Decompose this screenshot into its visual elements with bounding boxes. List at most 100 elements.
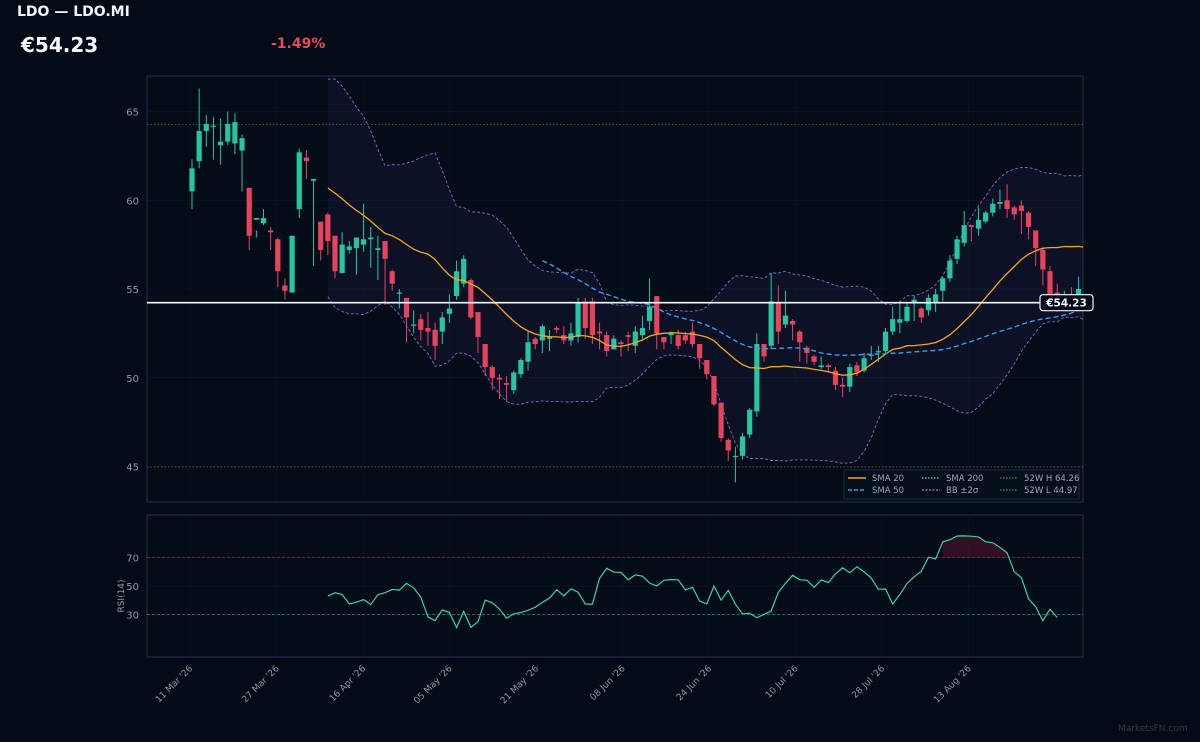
candle [325, 212, 331, 256]
last-price-tag [1039, 294, 1094, 312]
candle [790, 319, 796, 341]
candle [389, 269, 395, 291]
candle-body [925, 297, 932, 311]
candle [1018, 200, 1024, 234]
candle-body [546, 336, 553, 339]
candle-body [1011, 207, 1017, 215]
candle [196, 88, 202, 169]
candle-body [446, 308, 452, 314]
candle [346, 241, 352, 254]
candle [282, 278, 288, 300]
legend-label: SMA 50 [872, 486, 904, 496]
candle [525, 331, 531, 371]
candle-body [918, 308, 924, 318]
legend-item: SMA 20 [848, 474, 904, 484]
candle-body [418, 319, 424, 330]
candle [925, 294, 932, 316]
candle-body [897, 319, 903, 323]
candle-body [689, 331, 696, 345]
candle-body [840, 384, 846, 387]
ticker-title: LDO — LDO.MI [17, 4, 130, 20]
candle [668, 331, 674, 345]
candle [947, 255, 953, 282]
candle [754, 333, 760, 417]
candle-body [232, 122, 238, 144]
candle [210, 116, 217, 160]
candle [268, 226, 274, 250]
candle-body [875, 351, 881, 353]
candle-body [282, 285, 288, 291]
candle-body [303, 157, 309, 162]
date-tick-label: 05 May '26 [412, 664, 454, 706]
candle-body [847, 367, 853, 387]
candle-body [325, 214, 331, 242]
candle [840, 377, 846, 398]
candle [990, 198, 996, 217]
candle-body [618, 342, 624, 345]
candle-body [1025, 212, 1032, 227]
candle-body [596, 331, 603, 334]
candle-body [882, 331, 889, 352]
candle-body [268, 230, 274, 233]
candle-body [1033, 230, 1039, 249]
candle-body [825, 365, 831, 368]
candle-body [625, 335, 631, 337]
candle [625, 331, 631, 352]
candle [661, 336, 667, 350]
candle [511, 370, 517, 394]
candle [239, 134, 245, 192]
candle-body [911, 299, 917, 304]
candle [368, 226, 374, 268]
current-price: €54.23 [21, 33, 99, 57]
candle-body [761, 344, 767, 357]
price-tick-label: 50 [126, 374, 139, 385]
candle [968, 225, 974, 242]
candle-body [747, 409, 753, 435]
candle [225, 111, 231, 146]
price-tick-label: 65 [126, 108, 139, 119]
candle [518, 358, 524, 378]
legend-label: SMA 200 [946, 474, 983, 484]
candle-body [518, 360, 524, 375]
rsi-line [327, 535, 1058, 629]
candle [353, 237, 360, 275]
legend-label: 52W L 44.97 [1024, 486, 1078, 496]
candle-body [461, 258, 467, 284]
candle-body [511, 372, 517, 391]
candle-body [1040, 249, 1046, 270]
candle [711, 375, 717, 407]
candle-body [818, 365, 824, 368]
candle [275, 237, 281, 288]
candle [189, 159, 195, 210]
candle [997, 189, 1003, 210]
candle [882, 328, 889, 353]
candle-body [1018, 205, 1024, 211]
legend-item: SMA 200 [922, 474, 983, 484]
candle-body [718, 402, 724, 439]
candle-body [353, 237, 360, 249]
candle-body [289, 235, 295, 293]
candle [425, 312, 431, 346]
candle [582, 297, 588, 339]
candle [1011, 205, 1017, 220]
candle [911, 296, 917, 321]
candle [697, 344, 703, 369]
candle [403, 297, 410, 343]
candle-body [539, 326, 545, 341]
candle-body [475, 312, 481, 337]
date-tick-label: 08 Jun '26 [589, 664, 628, 703]
candle-body [332, 235, 338, 272]
candle-body [997, 202, 1003, 204]
candle [654, 296, 660, 350]
candle-body [968, 225, 974, 227]
candle-body [310, 178, 317, 181]
candle-body [647, 306, 653, 321]
candle [725, 438, 731, 462]
candle-body [425, 328, 431, 332]
candle-body [782, 315, 789, 325]
candle-body [661, 336, 667, 343]
candle-body [189, 168, 195, 192]
candle-body [210, 125, 217, 127]
candle-body [196, 131, 202, 162]
